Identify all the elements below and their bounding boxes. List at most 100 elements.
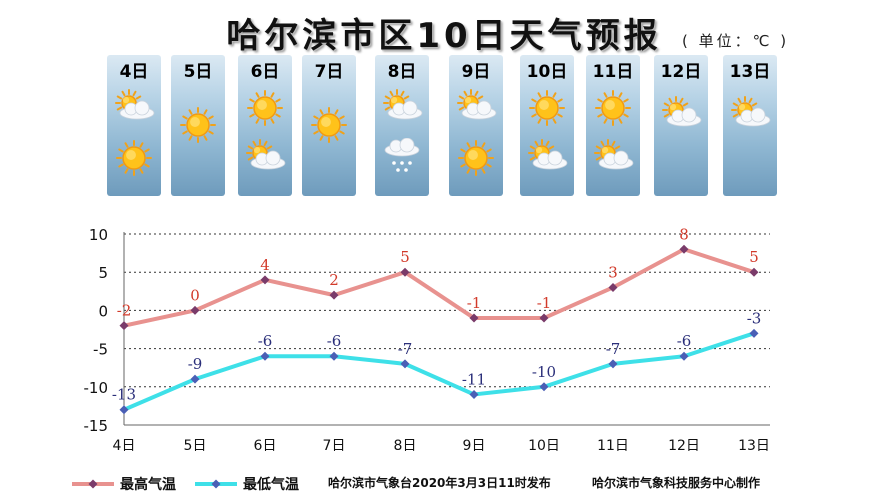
sun-icon	[180, 107, 216, 143]
day-panel: 6日	[238, 55, 292, 196]
y-tick-label: 5	[98, 264, 108, 282]
data-label: -1	[467, 294, 482, 312]
x-tick-label: 8日	[394, 438, 417, 454]
data-label: 4	[260, 256, 270, 274]
low-temp-line	[123, 331, 755, 412]
data-point	[190, 374, 200, 384]
legend-high-label: 最高气温	[120, 476, 176, 493]
day-panel: 13日	[723, 55, 777, 196]
data-label: -6	[677, 332, 692, 350]
x-tick-label: 6日	[254, 438, 277, 454]
day-panel: 12日	[654, 55, 708, 196]
data-point	[679, 244, 689, 254]
data-point	[260, 351, 270, 361]
day-label: 4日	[119, 62, 149, 82]
data-label: -7	[606, 340, 621, 358]
light-snow-icon	[384, 138, 420, 172]
unit-label: ( 单位：℃ )	[682, 32, 790, 50]
sun-icon	[116, 140, 152, 176]
partly-cloudy-icon	[731, 96, 771, 127]
high-temp-line	[123, 247, 755, 328]
data-label: -2	[117, 302, 132, 320]
day-panel: 8日	[375, 55, 429, 196]
x-tick-label: 9日	[463, 438, 486, 454]
data-point	[608, 282, 618, 292]
partly-cloudy-icon	[457, 89, 497, 120]
sun-icon	[595, 90, 631, 126]
data-label: -10	[532, 363, 556, 381]
y-tick-label: -10	[84, 379, 109, 397]
y-tick-label: -15	[84, 417, 109, 435]
x-tick-label: 4日	[113, 438, 136, 454]
sun-icon	[311, 107, 347, 143]
data-label: -6	[258, 332, 273, 350]
legend-low-label: 最低气温	[243, 476, 299, 493]
data-point	[749, 328, 759, 338]
data-point	[469, 313, 479, 323]
x-tick-label: 11日	[597, 438, 629, 454]
sun-icon	[529, 90, 565, 126]
day-label: 9日	[461, 62, 491, 82]
x-tick-label: 13日	[738, 438, 770, 454]
page-title: 哈尔滨市区10日天气预报	[226, 16, 662, 56]
day-panel: 4日	[107, 55, 161, 196]
partly-cloudy-icon	[528, 139, 568, 170]
x-tick-label: 10日	[528, 438, 560, 454]
data-point	[119, 405, 129, 415]
legend-low-marker	[211, 479, 221, 489]
partly-cloudy-icon	[594, 139, 634, 170]
partly-cloudy-icon	[383, 89, 423, 120]
data-label: 2	[329, 271, 339, 289]
partly-cloudy-icon	[246, 139, 286, 170]
data-label: -3	[747, 309, 762, 327]
data-point	[608, 359, 618, 369]
data-point	[329, 290, 339, 300]
y-tick-label: -5	[93, 341, 108, 359]
data-label: 5	[749, 248, 759, 266]
data-point	[749, 267, 759, 277]
day-label: 12日	[660, 62, 702, 82]
producer-note: 哈尔滨市气象科技服务中心制作	[592, 476, 761, 490]
day-panel: 9日	[449, 55, 503, 196]
y-tick-label: 0	[98, 302, 108, 320]
x-tick-label: 12日	[668, 438, 700, 454]
data-label: 5	[400, 248, 410, 266]
day-label: 7日	[314, 62, 344, 82]
legend-high-marker	[88, 479, 98, 489]
data-point	[679, 351, 689, 361]
data-label: 8	[679, 225, 689, 243]
data-point	[539, 382, 549, 392]
day-panel: 5日	[171, 55, 225, 196]
data-label: 3	[608, 263, 618, 281]
data-point	[119, 321, 129, 331]
x-tick-label: 5日	[184, 438, 207, 454]
day-label: 8日	[387, 62, 417, 82]
day-panel: 11日	[586, 55, 640, 196]
data-point	[329, 351, 339, 361]
data-label: -1	[537, 294, 552, 312]
data-label: -9	[188, 355, 203, 373]
partly-cloudy-icon	[115, 89, 155, 120]
data-point	[260, 275, 270, 285]
publisher-note: 哈尔滨市气象台2020年3月3日11时发布	[328, 476, 551, 490]
day-label: 6日	[250, 62, 280, 82]
day-panel: 10日	[520, 55, 574, 196]
data-label: -13	[112, 386, 136, 404]
y-tick-label: 10	[89, 226, 108, 244]
data-point	[190, 305, 200, 315]
x-tick-label: 7日	[323, 438, 346, 454]
data-label: 0	[190, 286, 200, 304]
sun-icon	[247, 90, 283, 126]
day-label: 10日	[526, 62, 568, 82]
data-label: -6	[327, 332, 342, 350]
data-point	[539, 313, 549, 323]
partly-cloudy-icon	[662, 96, 702, 127]
data-label: -11	[462, 370, 486, 388]
day-label: 5日	[183, 62, 213, 82]
day-label: 11日	[592, 62, 634, 82]
data-point	[400, 359, 410, 369]
data-point	[400, 267, 410, 277]
data-point	[469, 389, 479, 399]
day-panel: 7日	[302, 55, 356, 196]
